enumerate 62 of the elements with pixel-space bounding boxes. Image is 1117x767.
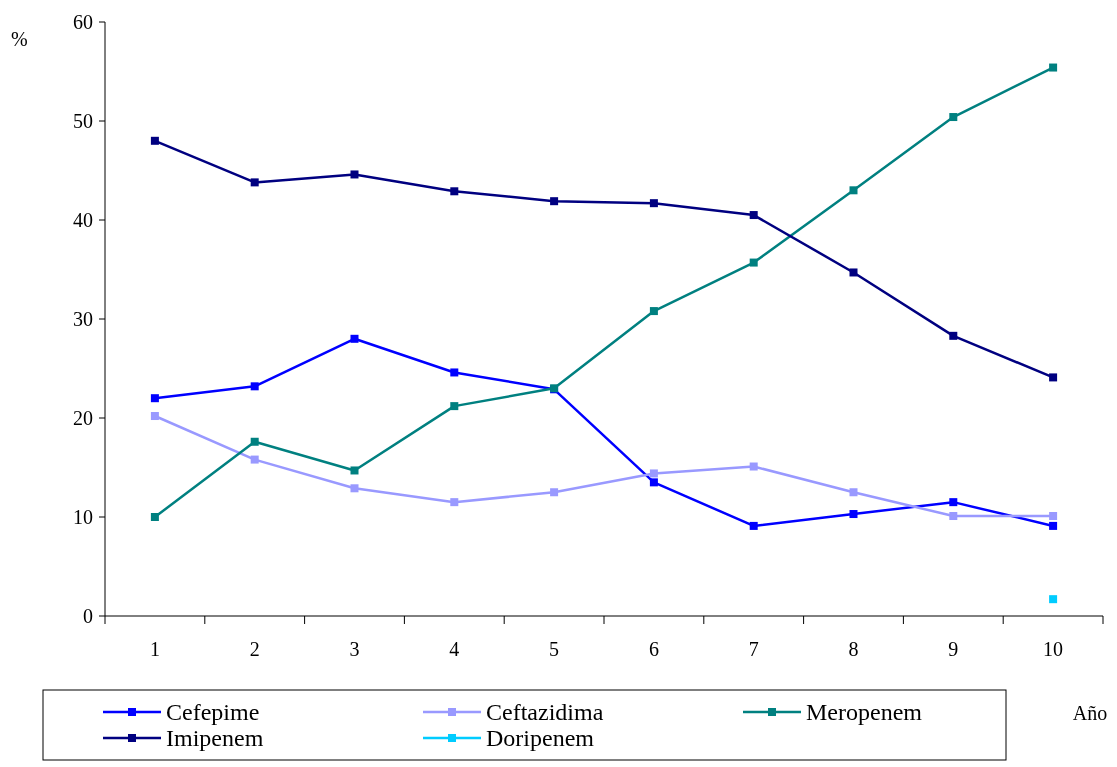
point — [550, 197, 559, 206]
point — [1049, 63, 1058, 72]
legend-label: Meropenem — [806, 699, 923, 726]
y-tick-label: 0 — [83, 605, 93, 627]
point — [150, 136, 159, 145]
y-tick-label: 30 — [73, 308, 93, 330]
point — [949, 113, 958, 122]
x-tick-label: 4 — [449, 638, 460, 660]
point — [450, 498, 459, 507]
y-tick-label: 10 — [73, 506, 93, 528]
point — [949, 331, 958, 340]
point — [849, 186, 858, 195]
point — [649, 478, 658, 487]
y-tick-label: 20 — [73, 407, 93, 429]
x-tick-label: 1 — [149, 638, 160, 660]
point — [450, 187, 459, 196]
point — [550, 488, 559, 497]
y-tick-label: 40 — [73, 209, 93, 231]
point — [150, 412, 159, 421]
point — [949, 498, 958, 507]
point — [649, 307, 658, 316]
x-tick-label: 9 — [948, 638, 959, 660]
legend-label: Cefepime — [166, 699, 260, 726]
point — [849, 268, 858, 277]
legend-label: Imipenem — [166, 725, 264, 752]
point — [749, 211, 758, 220]
y-tick-label: 50 — [73, 110, 93, 132]
point — [250, 178, 259, 187]
point — [649, 199, 658, 208]
point — [1049, 373, 1058, 382]
point — [150, 513, 159, 521]
y-axis-title: % — [11, 28, 28, 50]
x-tick-label: 6 — [648, 638, 659, 660]
x-tick-label: 2 — [249, 638, 260, 660]
legend-label: Doripenem — [486, 725, 595, 752]
x-tick-label: 7 — [748, 638, 759, 660]
x-tick-label: 3 — [349, 638, 360, 660]
x-tick-label: 8 — [848, 638, 859, 660]
point — [350, 466, 359, 475]
point — [749, 258, 758, 267]
legend-label: Ceftazidima — [486, 699, 604, 726]
point — [1049, 521, 1058, 530]
point — [450, 368, 459, 377]
y-tick-label: 60 — [73, 11, 93, 33]
point — [749, 521, 758, 530]
point — [450, 402, 459, 411]
point — [350, 484, 359, 493]
point — [649, 469, 658, 478]
point — [150, 394, 159, 403]
point — [250, 455, 259, 464]
point — [849, 510, 858, 519]
point — [749, 462, 758, 471]
point — [350, 170, 359, 179]
point — [250, 382, 259, 391]
point — [949, 512, 958, 521]
point — [849, 488, 858, 497]
x-axis-title: Año — [1072, 702, 1108, 724]
x-tick-label: 5 — [549, 638, 560, 660]
point — [350, 334, 359, 343]
x-tick-label: 10 — [1043, 638, 1064, 660]
point — [250, 437, 259, 446]
point — [1049, 512, 1058, 521]
